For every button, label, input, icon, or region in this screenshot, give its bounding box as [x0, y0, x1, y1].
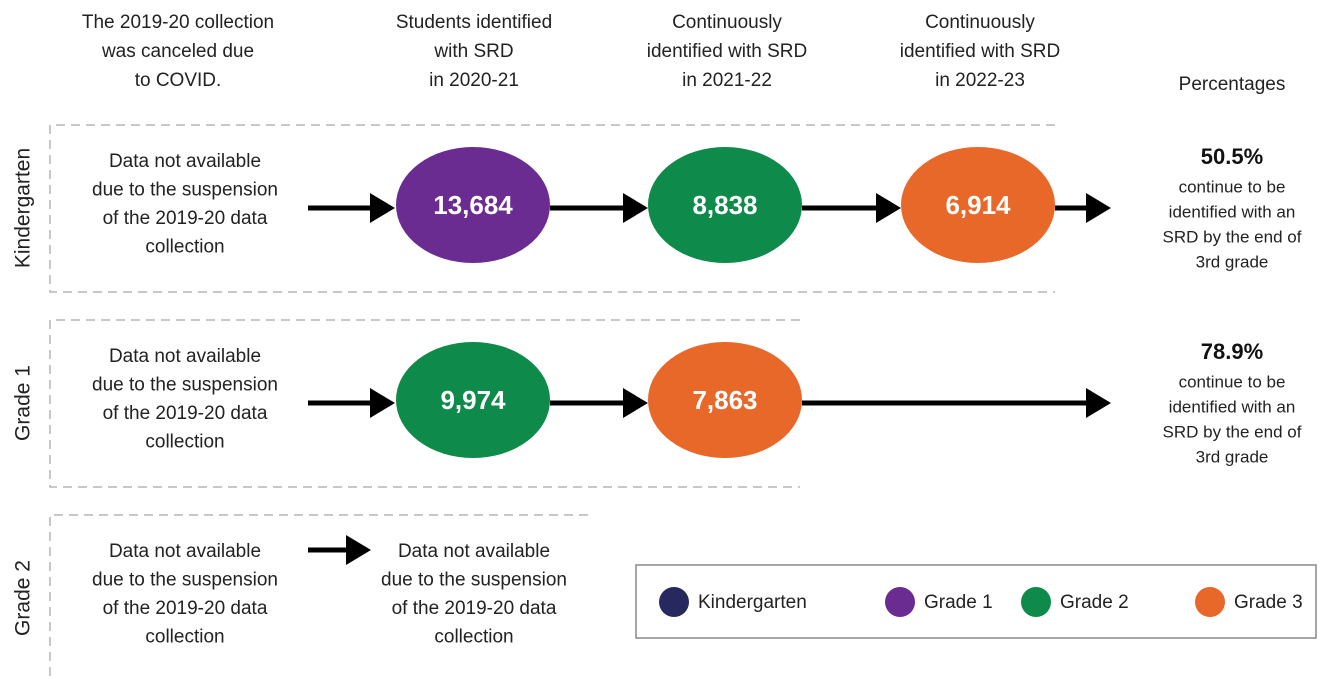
text-line: of the 2019-20 data: [392, 598, 557, 619]
row-label: Grade 2: [12, 560, 35, 636]
node-value: 6,914: [945, 190, 1011, 220]
legend-label: Grade 3: [1234, 592, 1303, 613]
text-line: identified with an: [1169, 397, 1296, 416]
text-line: due to the suspension: [92, 375, 278, 396]
text-line: collection: [145, 627, 224, 648]
text-line: 3rd grade: [1196, 252, 1269, 271]
text-line: in 2022-23: [935, 70, 1025, 91]
legend-swatch: [1021, 587, 1051, 617]
row-box: [49, 319, 800, 488]
text-line: with SRD: [433, 41, 513, 62]
legend-label: Kindergarten: [698, 592, 807, 613]
node: [648, 342, 802, 458]
node: [648, 147, 802, 263]
text-line: SRD by the end of: [1163, 227, 1302, 246]
text-line: The 2019-20 collection: [82, 12, 274, 33]
text-line: identified with SRD: [900, 41, 1061, 62]
text-line: identified with SRD: [647, 41, 808, 62]
row-label: Kindergarten: [12, 148, 35, 268]
text-line: Students identified: [396, 12, 552, 33]
text-line: Data not available: [109, 346, 261, 367]
legend-swatch: [885, 587, 915, 617]
text-line: Continuously: [925, 12, 1035, 33]
node-value: 8,838: [692, 190, 757, 220]
text-line: Continuously: [672, 12, 782, 33]
row-box: [49, 124, 1055, 293]
node-value: 13,684: [433, 190, 513, 220]
text-line: to COVID.: [135, 70, 222, 91]
node-value: 9,974: [440, 385, 506, 415]
row-box: [49, 514, 588, 679]
text-line: collection: [434, 627, 513, 648]
text-line: Data not available: [109, 151, 261, 172]
text-line: Data not available: [398, 541, 550, 562]
node: [396, 147, 550, 263]
text-line: due to the suspension: [381, 570, 567, 591]
text-line: due to the suspension: [92, 570, 278, 591]
text-line: continue to be: [1179, 372, 1286, 391]
text-line: SRD by the end of: [1163, 422, 1302, 441]
percentage-value: 78.9%: [1201, 339, 1263, 364]
text-line: continue to be: [1179, 177, 1286, 196]
text-line: in 2021-22: [682, 70, 772, 91]
text-line: collection: [145, 237, 224, 258]
legend-swatch: [659, 587, 689, 617]
text-line: Data not available: [109, 541, 261, 562]
percentage-value: 50.5%: [1201, 144, 1263, 169]
text-line: Percentages: [1179, 74, 1286, 95]
text-line: identified with an: [1169, 202, 1296, 221]
text-line: collection: [145, 432, 224, 453]
text-line: of the 2019-20 data: [103, 598, 268, 619]
text-line: in 2020-21: [429, 70, 519, 91]
legend-label: Grade 2: [1060, 592, 1129, 613]
node-value: 7,863: [692, 385, 757, 415]
legend-label: Grade 1: [924, 592, 993, 613]
node: [396, 342, 550, 458]
text-line: of the 2019-20 data: [103, 403, 268, 424]
text-line: was canceled due: [101, 41, 254, 62]
text-line: due to the suspension: [92, 180, 278, 201]
legend-swatch: [1195, 587, 1225, 617]
text-line: of the 2019-20 data: [103, 208, 268, 229]
text-line: 3rd grade: [1196, 447, 1269, 466]
node: [901, 147, 1055, 263]
row-label: Grade 1: [12, 365, 35, 441]
